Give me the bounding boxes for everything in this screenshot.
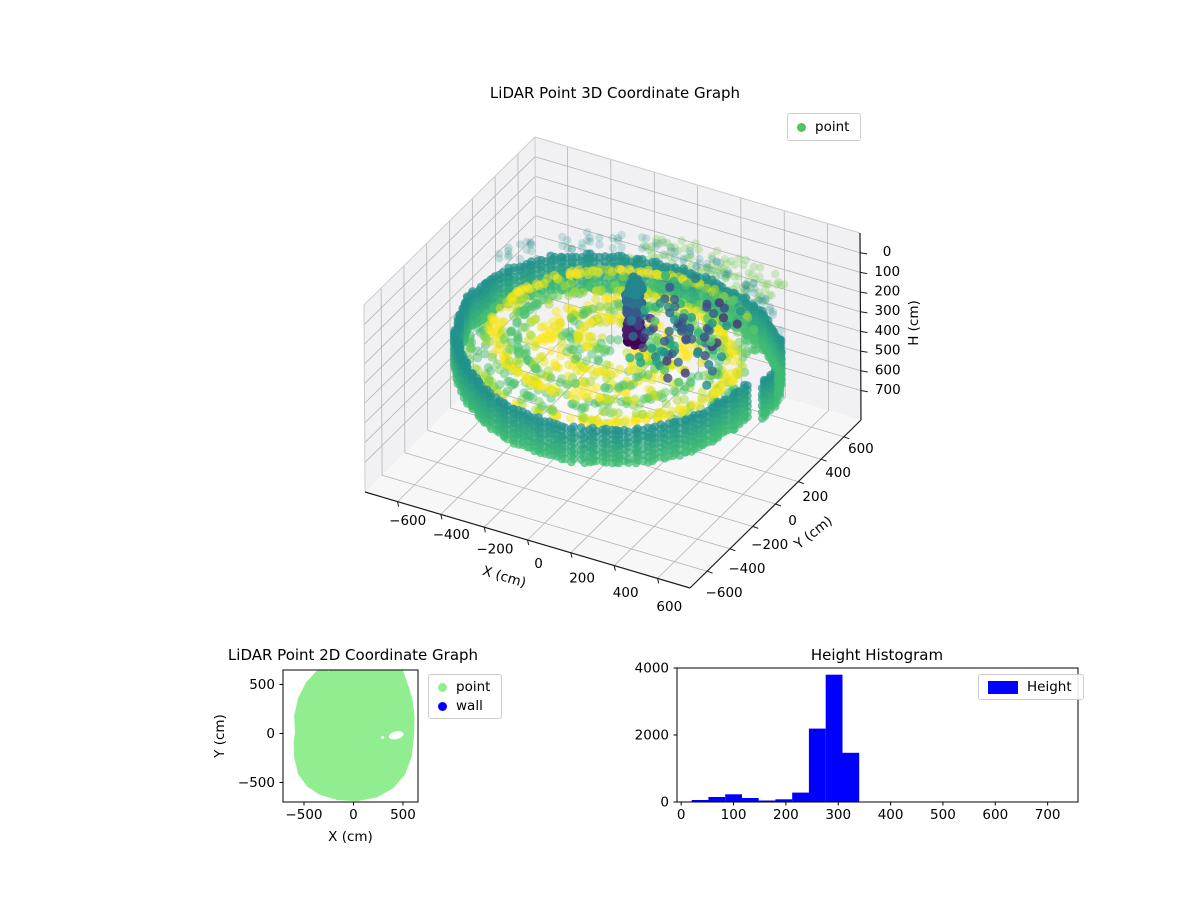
svg-text:600: 600 xyxy=(982,807,1008,823)
plot3d-legend: point xyxy=(787,113,862,141)
height-patch-icon xyxy=(988,680,1018,694)
svg-text:0: 0 xyxy=(349,807,358,823)
svg-text:700: 700 xyxy=(875,382,901,398)
svg-text:0: 0 xyxy=(788,513,797,529)
svg-text:500: 500 xyxy=(875,343,901,359)
plot3d-legend-label: point xyxy=(815,119,850,135)
svg-text:400: 400 xyxy=(613,585,639,601)
svg-text:600: 600 xyxy=(656,599,682,615)
svg-text:400: 400 xyxy=(875,323,901,339)
plot-hist: 0 100 200 300 400 500 600 700 0 2000 4000 xyxy=(635,661,1079,824)
plot2d-frame xyxy=(282,669,419,803)
svg-text:600: 600 xyxy=(875,362,901,378)
svg-text:200: 200 xyxy=(802,489,828,505)
cloud-rim-near xyxy=(449,287,775,468)
svg-text:−600: −600 xyxy=(389,513,426,529)
svg-text:100: 100 xyxy=(874,264,900,280)
svg-text:0: 0 xyxy=(266,726,275,742)
hist-legend: Height xyxy=(978,674,1084,700)
svg-text:200: 200 xyxy=(874,284,900,300)
plot3d-tick-labels: −600−400−20002004006006004002000−200−400… xyxy=(389,244,901,615)
svg-text:0: 0 xyxy=(677,807,686,823)
svg-text:400: 400 xyxy=(825,465,851,481)
plot3d: −600−400−20002004006006004002000−200−400… xyxy=(363,136,922,615)
plot2d-point-blob xyxy=(293,670,415,802)
svg-text:−500: −500 xyxy=(238,775,275,791)
cloud-sparse-wall xyxy=(625,271,746,390)
svg-text:Y (cm): Y (cm) xyxy=(791,513,836,553)
plot2d-legend-entry-wall: wall xyxy=(438,698,492,714)
point-marker-icon xyxy=(797,122,806,132)
svg-text:4000: 4000 xyxy=(635,661,669,677)
svg-text:−400: −400 xyxy=(728,561,765,577)
hist-ticks: 0 100 200 300 400 500 600 700 0 2000 4000 xyxy=(635,661,1061,824)
svg-text:700: 700 xyxy=(1035,807,1061,823)
svg-text:0: 0 xyxy=(883,244,892,260)
plot2d-legend-label-wall: wall xyxy=(456,698,483,714)
svg-text:400: 400 xyxy=(878,807,904,823)
svg-text:500: 500 xyxy=(930,807,956,823)
svg-text:H (cm): H (cm) xyxy=(906,300,922,346)
svg-text:300: 300 xyxy=(825,807,851,823)
svg-text:−600: −600 xyxy=(706,585,743,601)
svg-text:X (cm): X (cm) xyxy=(328,829,373,845)
hist-legend-entry-height: Height xyxy=(988,679,1074,695)
svg-text:−200: −200 xyxy=(476,542,513,558)
svg-text:200: 200 xyxy=(773,807,799,823)
wall-marker-icon xyxy=(438,701,447,711)
plot2d-title: LiDAR Point 2D Coordinate Graph xyxy=(227,646,479,664)
svg-text:−200: −200 xyxy=(751,537,788,553)
svg-text:−400: −400 xyxy=(433,527,470,543)
svg-text:−500: −500 xyxy=(285,807,322,823)
svg-text:2000: 2000 xyxy=(635,728,669,744)
plot3d-title: LiDAR Point 3D Coordinate Graph xyxy=(489,84,741,102)
plot2d-ticks: −500 0 500 500 0 −500 xyxy=(238,677,416,823)
svg-text:0: 0 xyxy=(534,556,543,572)
svg-text:500: 500 xyxy=(249,677,275,693)
plot2d-axis-labels: X (cm) Y (cm) xyxy=(212,714,373,845)
svg-text:Y (cm): Y (cm) xyxy=(212,714,228,759)
plot3d-legend-entry-point: point xyxy=(797,119,851,135)
svg-text:200: 200 xyxy=(569,570,595,586)
plot2d-legend-entry-point: point xyxy=(438,679,492,695)
plot2d-legend: point wall xyxy=(428,674,503,719)
plot3d-point-cloud xyxy=(449,228,789,468)
point-marker-icon xyxy=(438,682,447,692)
hist-legend-label: Height xyxy=(1027,679,1072,695)
svg-text:300: 300 xyxy=(875,303,901,319)
hist-bars xyxy=(691,674,860,802)
hist-title: Height Histogram xyxy=(810,646,944,664)
plot2d: −500 0 500 500 0 −500 X (cm) Y (cm) xyxy=(212,669,419,845)
svg-text:600: 600 xyxy=(848,441,874,457)
svg-text:X (cm): X (cm) xyxy=(480,563,527,591)
plot2d-legend-label-point: point xyxy=(456,679,491,695)
svg-text:0: 0 xyxy=(660,795,669,811)
svg-text:100: 100 xyxy=(721,807,747,823)
svg-text:500: 500 xyxy=(390,807,416,823)
